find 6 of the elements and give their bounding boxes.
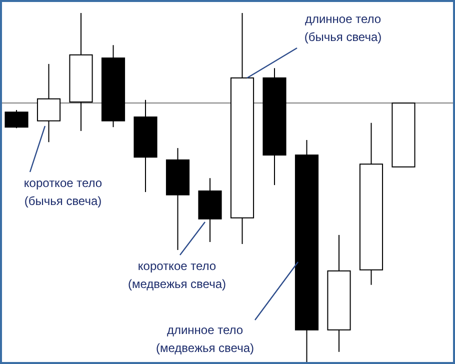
annotation: короткое тело (медвежья свеча) [128, 259, 226, 291]
annotation: короткое тело (бычья свеча) [24, 176, 102, 208]
annotation: длинное тело (бычья свеча) [304, 12, 382, 44]
annotation: длинное тело (медвежья свеча) [156, 323, 254, 355]
candlestick [4, 110, 28, 129]
candlestick [36, 63, 61, 143]
